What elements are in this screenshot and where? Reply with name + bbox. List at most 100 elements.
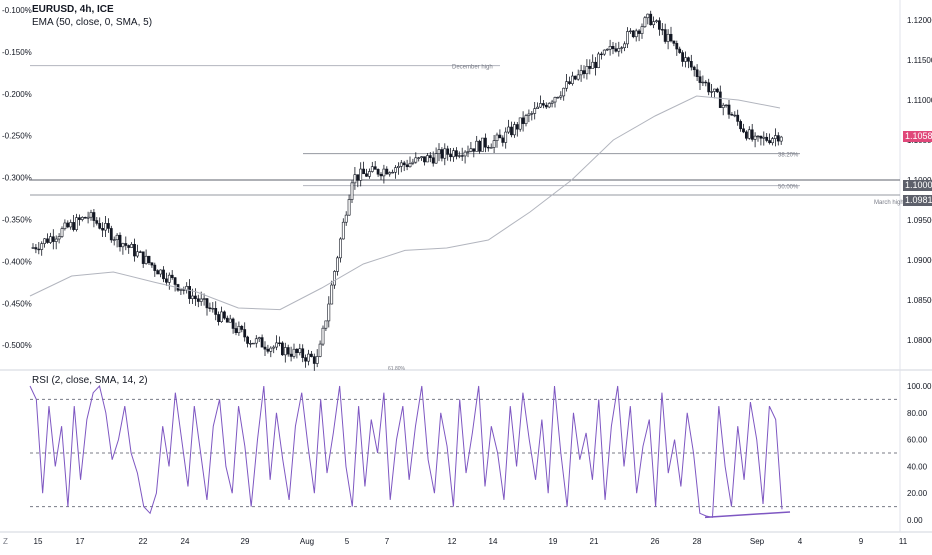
candle-body <box>272 346 276 349</box>
candle-body <box>402 162 406 166</box>
candle-body <box>446 148 450 155</box>
candle-body <box>147 255 151 264</box>
candle-body <box>556 96 560 99</box>
candle-body <box>362 168 366 175</box>
rsi-tick-label: 80.00 <box>907 409 928 418</box>
candle-body <box>428 155 432 159</box>
candle-body <box>524 115 528 124</box>
candle-body <box>475 140 479 152</box>
candle-body <box>246 336 250 344</box>
candle-body <box>663 29 667 42</box>
candle-body <box>776 135 780 142</box>
ema-legend[interactable]: EMA (50, close, 0, SMA, 5) <box>32 17 153 28</box>
candle-body <box>701 81 705 84</box>
candle-body <box>205 298 209 309</box>
time-tick-label: 24 <box>181 537 190 546</box>
december-high-label: December high <box>452 65 493 71</box>
time-tick-label: 12 <box>448 537 457 546</box>
candle-body <box>695 69 699 77</box>
candle-body <box>188 286 192 299</box>
candle-body <box>312 356 316 364</box>
candle-body <box>223 311 226 319</box>
candle-body <box>115 234 119 241</box>
candle-body <box>127 245 131 248</box>
candle-body <box>611 46 615 50</box>
candle-body <box>440 149 444 159</box>
time-tick-label: 5 <box>345 537 350 546</box>
candle-body <box>220 311 223 323</box>
candle-body <box>231 318 235 329</box>
candle-body <box>60 228 64 237</box>
candle-body <box>301 348 305 358</box>
candle-body <box>718 91 722 108</box>
candle-body <box>75 217 78 230</box>
time-tick-label: 21 <box>590 537 599 546</box>
time-tick-label: 19 <box>549 537 558 546</box>
candle-body <box>408 163 412 168</box>
candle-body <box>278 342 281 344</box>
symbol-title[interactable]: EURUSD, 4h, ICE <box>32 4 114 15</box>
fib-low-label: 61.80% <box>388 366 406 372</box>
candle-body <box>608 46 612 50</box>
candle-body <box>518 117 522 130</box>
candle-body <box>689 60 693 68</box>
candle-body <box>112 239 116 241</box>
candle-body <box>243 329 247 338</box>
candle-body <box>304 357 308 362</box>
candle-body <box>649 13 653 26</box>
candle-body <box>356 174 360 181</box>
candle-body <box>736 114 740 122</box>
candle-body <box>275 342 279 348</box>
candle-body <box>43 238 47 244</box>
candle-body <box>34 247 38 250</box>
candle-body <box>582 70 586 75</box>
level-badge-1: 1.10000 <box>903 180 932 191</box>
candle-body <box>376 169 380 175</box>
candle-body <box>225 317 229 323</box>
candle-body <box>750 129 754 140</box>
candle-body <box>353 174 357 184</box>
candle-body <box>263 346 267 350</box>
price-tick-label: 1.08500 <box>907 296 932 305</box>
candle-body <box>388 172 392 175</box>
candle-body <box>344 214 348 223</box>
rsi-legend[interactable]: RSI (2, close, SMA, 14, 2) <box>32 375 148 386</box>
candle-body <box>710 91 714 93</box>
candle-body <box>167 274 171 283</box>
candle-body <box>359 168 363 181</box>
candle-body <box>727 104 731 115</box>
candle-body <box>211 308 215 310</box>
candle-body <box>707 82 711 93</box>
candle-body <box>614 48 618 52</box>
candle-body <box>588 66 592 69</box>
candle-body <box>602 49 606 55</box>
candle-body <box>501 137 505 143</box>
candle-body <box>298 348 302 354</box>
candle-body <box>307 353 310 362</box>
candle-body <box>573 75 577 80</box>
candle-body <box>318 343 322 357</box>
candle-body <box>739 121 743 130</box>
candle-body <box>623 43 627 49</box>
candle-body <box>585 66 589 75</box>
candle-body <box>759 135 763 139</box>
candle-body <box>37 248 41 251</box>
time-tick-label: 22 <box>139 537 148 546</box>
candle-body <box>124 243 128 246</box>
rsi-tick-label: 20.00 <box>907 489 928 498</box>
candle-body <box>617 48 621 52</box>
candle-body <box>292 348 296 357</box>
time-tick-label: 7 <box>385 537 390 546</box>
candle-body <box>170 274 174 278</box>
candle-body <box>724 104 728 107</box>
march-high-label: March high <box>874 200 904 206</box>
candle-body <box>240 325 244 330</box>
rsi-line <box>29 384 783 518</box>
candle-body <box>420 156 424 159</box>
candle-body <box>730 114 734 116</box>
candle-body <box>539 103 542 108</box>
candle-body <box>414 157 418 163</box>
candle-body <box>153 264 157 271</box>
candle-body <box>138 251 142 253</box>
